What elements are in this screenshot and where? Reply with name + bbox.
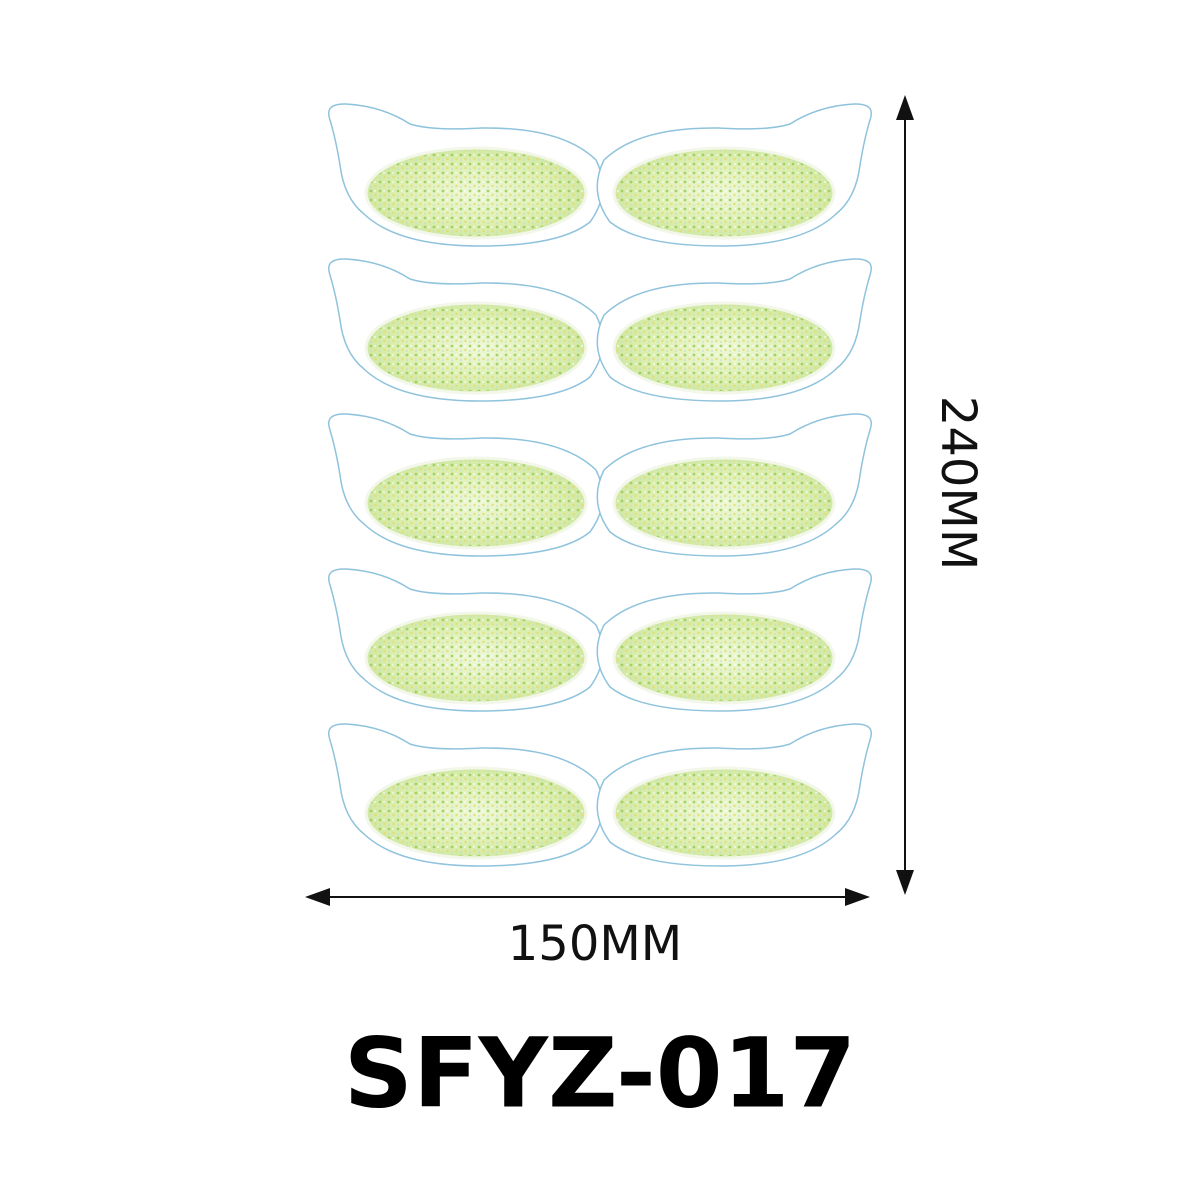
height-arrow xyxy=(896,95,914,895)
height-label: 240MM xyxy=(930,396,986,570)
width-arrow xyxy=(305,888,870,906)
sticker xyxy=(595,257,873,403)
sticker xyxy=(595,412,873,558)
width-label: 150MM xyxy=(508,916,682,972)
sticker xyxy=(327,567,605,713)
sticker xyxy=(595,102,873,248)
sticker xyxy=(327,102,605,248)
sticker xyxy=(595,567,873,713)
sticker xyxy=(327,722,605,868)
sticker xyxy=(595,722,873,868)
model-label: SFYZ-017 xyxy=(344,1017,856,1129)
sticker xyxy=(327,257,605,403)
sticker xyxy=(327,412,605,558)
sticker-sheet xyxy=(327,102,873,868)
